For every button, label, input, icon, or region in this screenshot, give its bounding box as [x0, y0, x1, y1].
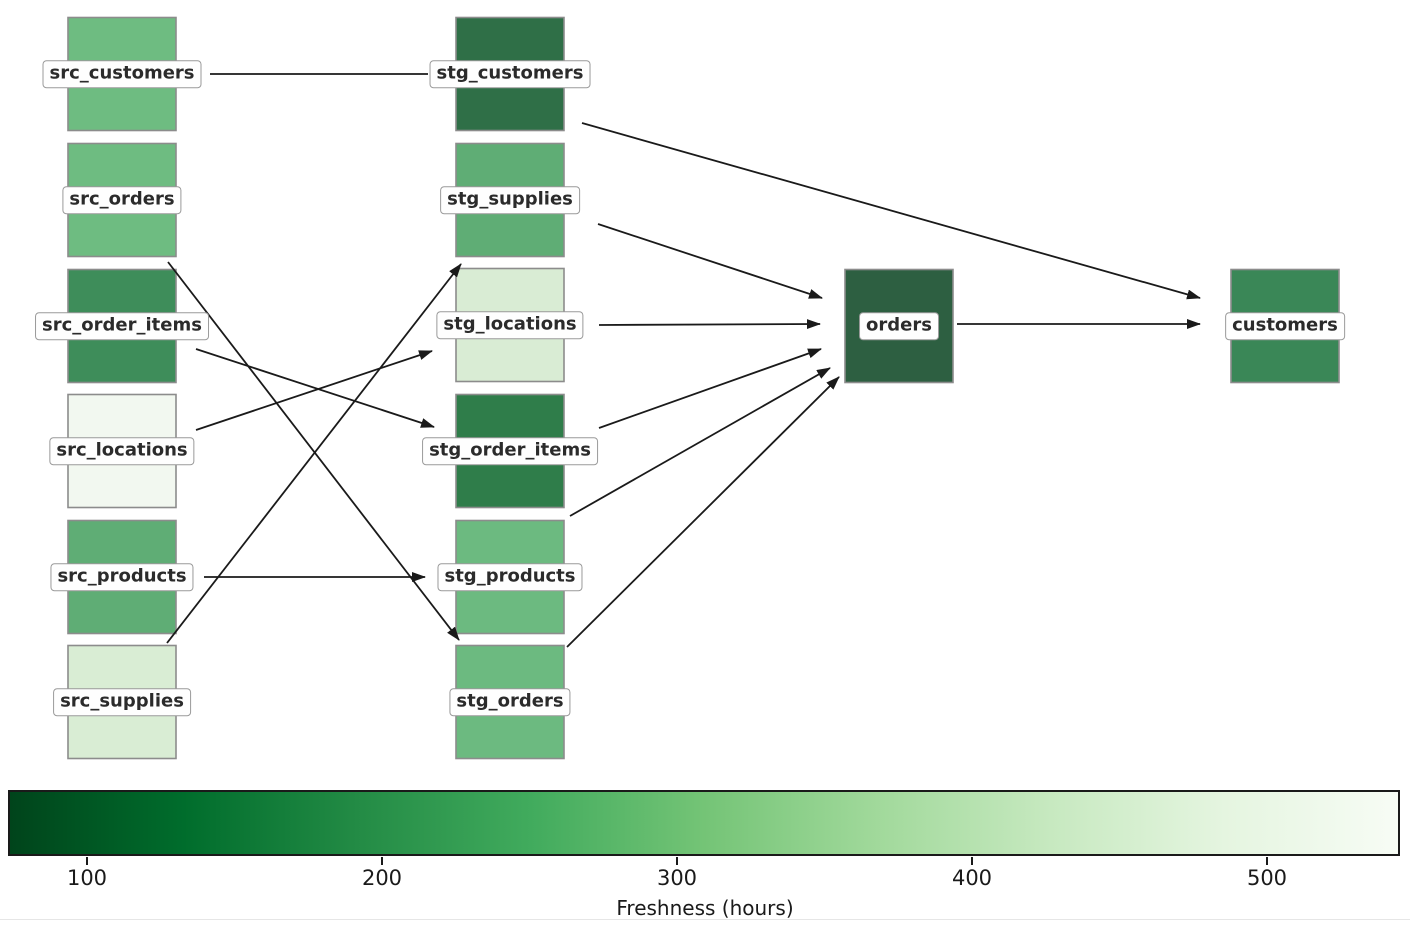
edge-src_supplies-to-stg_supplies: [166, 263, 462, 644]
edge-stg_products-to-orders: [569, 367, 831, 517]
node-rect-stg_orders: [455, 644, 565, 760]
node-rect-customers: [1230, 268, 1340, 384]
edge-src_locations-to-stg_locations: [195, 350, 433, 431]
node-rect-src_customers: [67, 16, 177, 132]
node-rect-src_products: [67, 519, 177, 635]
figure-bottom-rule: [0, 919, 1410, 920]
node-rect-src_orders: [67, 142, 177, 258]
edge-stg_supplies-to-orders: [597, 223, 823, 299]
edge-stg_order_items-to-orders: [598, 348, 822, 429]
edge-layer: [166, 73, 1201, 648]
node-rect-src_order_items: [67, 268, 177, 384]
node-rect-src_supplies: [67, 644, 177, 760]
node-rect-stg_order_items: [455, 393, 565, 509]
node-rect-stg_supplies: [455, 142, 565, 258]
node-layer: [67, 16, 1340, 760]
edge-src_order_items-to-stg_order_items: [195, 348, 435, 428]
edge-stg_orders-to-orders: [566, 376, 840, 648]
node-rect-stg_locations: [455, 267, 565, 383]
node-rect-stg_customers: [455, 16, 565, 132]
edge-stg_customers-to-customers: [581, 122, 1201, 300]
edge-src_orders-to-stg_orders: [167, 261, 460, 641]
node-rect-src_locations: [67, 393, 177, 509]
node-rect-stg_products: [455, 519, 565, 635]
node-rect-orders: [844, 268, 954, 384]
edge-stg_locations-to-orders: [598, 319, 821, 330]
